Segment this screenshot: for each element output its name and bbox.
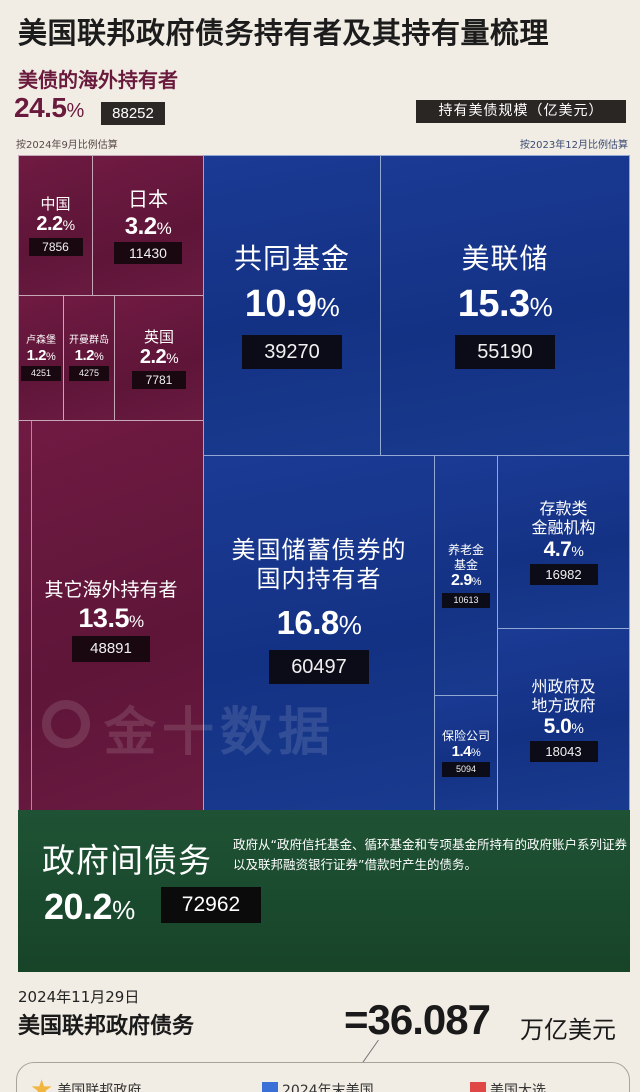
- note-left: 按2024年9月比例估算: [16, 140, 118, 151]
- red-square-icon: [470, 1082, 486, 1092]
- foreign-holders-subtitle: 美债的海外持有者: [18, 68, 178, 92]
- tile-value: 60497: [269, 649, 369, 684]
- intragov-description: 政府从“政府信托基金、循环基金和专项基金所持有的政府账户系列证券以及联邦融资银行…: [233, 837, 627, 872]
- foreign-holders-pct: 24.5%: [14, 92, 84, 124]
- legend-box: [16, 1062, 630, 1092]
- tile-label: 共同基金: [233, 241, 350, 275]
- legend-item-election: 美国大选: [470, 1080, 546, 1092]
- tile-pct: 2.2%: [139, 345, 179, 368]
- tile-depository: 存款类 金融机构 4.7% 16982: [497, 455, 630, 629]
- tile-value: 4275: [69, 366, 109, 382]
- intragov-value: 72962: [161, 887, 261, 923]
- tile-insurance: 保险公司 1.4% 5094: [434, 695, 498, 811]
- tile-value: 16982: [529, 563, 598, 585]
- date: 2024年11月29日: [18, 988, 140, 1006]
- tile-luxembourg: 卢森堡 1.2% 4251: [18, 295, 64, 421]
- tile-other-foreign: 其它海外持有者 13.5% 48891: [18, 420, 204, 811]
- tile-label: 金融机构: [531, 518, 596, 538]
- tile-pct: 10.9%: [244, 283, 340, 326]
- foreign-holders-value: 88252: [101, 102, 165, 125]
- tile-label: 基金: [453, 557, 478, 572]
- tile-state-local: 州政府及 地方政府 5.0% 18043: [497, 628, 630, 811]
- tile-pct: 16.8%: [276, 603, 362, 641]
- tile-pct: 4.7%: [543, 537, 584, 561]
- tile-pct: 2.2%: [36, 213, 75, 235]
- tile-pct: 1.4%: [451, 743, 481, 761]
- intragov-pct: 20.2%: [44, 886, 135, 927]
- tile-pct: 13.5%: [78, 603, 144, 634]
- tile-value: 7856: [28, 238, 83, 256]
- tile-value: 11430: [114, 242, 182, 265]
- tile-pct: 5.0%: [543, 715, 584, 739]
- tile-japan: 日本 3.2% 11430: [92, 155, 204, 296]
- tile-pct: 3.2%: [124, 212, 172, 240]
- tile-label: 卢森堡: [26, 334, 56, 346]
- foreign-pct-number: 24.5: [14, 92, 67, 123]
- tile-label: 日本: [128, 186, 168, 211]
- tile-uk: 英国 2.2% 7781: [114, 295, 204, 421]
- tile-label: 开曼群岛: [69, 334, 109, 346]
- legend-item-2024: 2024年末美国: [262, 1080, 374, 1092]
- total-value: =36.087: [344, 996, 491, 1043]
- tile-label: 国内持有者: [256, 564, 382, 593]
- tile-label: 美联储: [461, 241, 549, 275]
- tile-cayman: 开曼群岛 1.2% 4275: [63, 295, 115, 421]
- tile-label: 养老金: [447, 543, 484, 558]
- tile-label: 保险公司: [441, 728, 490, 743]
- pct-sign: %: [66, 100, 85, 122]
- tile-fed: 美联储 15.3% 55190: [380, 155, 630, 456]
- tile-label: 州政府及: [531, 676, 596, 696]
- tile-label: 英国: [143, 327, 174, 346]
- tile-value: 4251: [21, 366, 61, 382]
- tile-value: 55190: [455, 335, 555, 370]
- tile-pension: 养老金 基金 2.9% 10613: [434, 455, 498, 696]
- tile-pct: 1.2%: [74, 346, 104, 364]
- intragov-label: 政府间债务: [42, 841, 212, 880]
- page-title: 美国联邦政府债务持有者及其持有量梳理: [18, 16, 550, 50]
- tile-label: 中国: [40, 195, 71, 213]
- tile-pct: 2.9%: [450, 572, 482, 590]
- tile-savings-domestic: 美国储蓄债券的 国内持有者 16.8% 60497: [203, 455, 435, 811]
- tile-value: 39270: [242, 335, 342, 370]
- tile-value: 18043: [529, 741, 598, 763]
- note-right: 按2023年12月比例估算: [519, 140, 628, 151]
- tile-value: 5094: [442, 762, 490, 778]
- blue-square-icon: [262, 1082, 278, 1092]
- tile-value: 48891: [72, 636, 150, 663]
- total-label: 美国联邦政府债务: [18, 1014, 195, 1039]
- divider: [31, 421, 32, 810]
- tile-label: 美国储蓄债券的: [231, 536, 407, 564]
- tile-label: 地方政府: [531, 695, 596, 715]
- tile-intragov: 政府间债务 政府从“政府信托基金、循环基金和专项基金所持有的政府账户系列证券以及…: [18, 810, 630, 972]
- total-unit: 万亿美元: [520, 1016, 616, 1044]
- star-icon: ★: [30, 1075, 54, 1092]
- tile-pct: 15.3%: [457, 283, 553, 326]
- unit-label: 持有美债规模（亿美元）: [416, 100, 626, 123]
- tile-china: 中国 2.2% 7856: [18, 155, 93, 296]
- tile-value: 7781: [132, 370, 186, 389]
- tile-label: 存款类: [539, 499, 588, 519]
- tile-value: 10613: [442, 592, 490, 608]
- tile-label: 其它海外持有者: [44, 578, 178, 601]
- legend-item-federal: ★ 美国联邦政府: [30, 1075, 141, 1092]
- tile-pct: 1.2%: [26, 346, 56, 364]
- tile-mutual-funds: 共同基金 10.9% 39270: [203, 155, 381, 456]
